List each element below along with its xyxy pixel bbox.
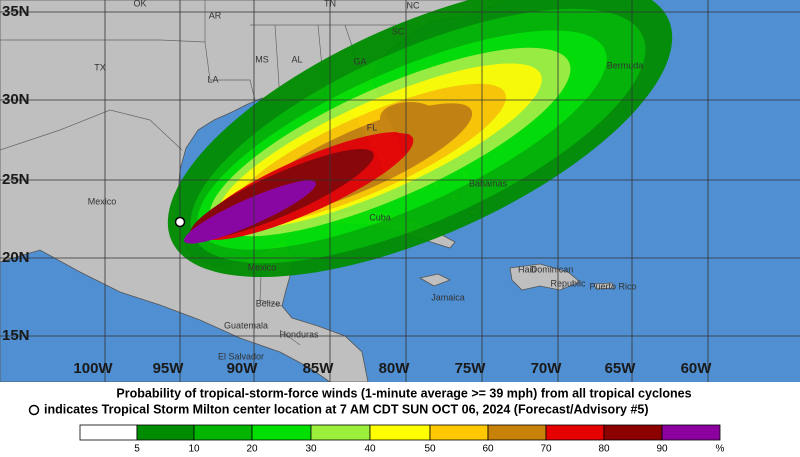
place-label: Mexico xyxy=(88,196,117,206)
lon-label: 100W xyxy=(73,360,113,377)
legend-label: 50 xyxy=(424,444,436,452)
lat-label: 15N xyxy=(2,327,30,344)
legend-label: 20 xyxy=(246,444,258,452)
place-label: MS xyxy=(255,54,269,64)
place-label: Dominican xyxy=(531,264,574,274)
legend-label: 80 xyxy=(598,444,610,452)
place-label: LA xyxy=(207,74,218,84)
lon-label: 60W xyxy=(681,360,713,377)
storm-center xyxy=(174,216,186,228)
caption-line1: Probability of tropical-storm-force wind… xyxy=(116,386,691,400)
place-labels: 35N 30N 25N 20N 15N 100W 95W 90W 85W 80W 75W 70W 65W… xyxy=(2,0,712,377)
legend-label: 90 xyxy=(656,444,668,452)
place-label: El Salvador xyxy=(218,351,264,361)
place-label: Honduras xyxy=(279,329,319,339)
lon-label: 75W xyxy=(455,360,487,377)
place-label: Bahamas xyxy=(469,178,508,188)
lat-label: 30N xyxy=(2,91,30,108)
place-label: AR xyxy=(209,10,222,20)
place-label: FL xyxy=(367,122,378,132)
legend-swatch xyxy=(603,424,663,441)
lon-label: 90W xyxy=(227,360,259,377)
probability-band xyxy=(184,180,316,244)
legend-swatch xyxy=(79,424,138,441)
pacific xyxy=(0,249,331,382)
lat-label: 35N xyxy=(2,3,30,20)
hispaniola xyxy=(509,263,581,291)
lon-label: 70W xyxy=(531,360,563,377)
legend-label: 60 xyxy=(482,444,494,452)
place-label: Guatemala xyxy=(224,320,268,330)
legend: 5 10 20 30 40 50 60 70 80 90% xyxy=(79,424,725,455)
map: 35N 30N 25N 20N 15N 100W 95W 90W 85W 80W 75W 70W 65W… xyxy=(0,0,800,382)
legend-label: 10 xyxy=(188,444,200,452)
probability-band xyxy=(380,102,440,134)
lat-label: 20N xyxy=(2,249,30,266)
legend-label: 40 xyxy=(364,444,376,452)
place-label: Bermuda xyxy=(607,60,644,70)
lon-label: 95W xyxy=(153,360,185,377)
place-label: TX xyxy=(94,62,106,72)
center-symbol xyxy=(28,404,40,416)
lat-label: 25N xyxy=(2,171,30,188)
legend-label: 30 xyxy=(305,444,317,452)
place-label: NC xyxy=(407,0,420,10)
legend-swatch xyxy=(545,424,605,441)
place-label: Cuba xyxy=(369,212,391,222)
place-label: Puerto Rico xyxy=(589,281,636,291)
caption-line2: indicates Tropical Storm Milton center l… xyxy=(44,402,649,416)
place-label: SC xyxy=(392,26,405,36)
graticule xyxy=(0,0,800,382)
place-label: Haiti xyxy=(518,264,536,274)
place-label: AL xyxy=(291,54,302,64)
probability-swath xyxy=(167,0,673,278)
legend-swatch xyxy=(429,424,489,441)
place-label: GA xyxy=(353,56,366,66)
legend-swatch xyxy=(487,424,547,441)
legend-swatch xyxy=(310,424,371,441)
lon-label: 80W xyxy=(379,360,411,377)
place-label: TN xyxy=(324,0,336,8)
jamaica xyxy=(418,273,451,287)
place-label: Jamaica xyxy=(431,292,465,302)
lon-label: 85W xyxy=(303,360,335,377)
puerto-rico xyxy=(593,282,615,290)
legend-label: 70 xyxy=(540,444,552,452)
legend-swatch xyxy=(136,424,195,441)
place-label: Republic xyxy=(550,278,586,288)
legend-label: % xyxy=(716,444,725,452)
place-label: Belize xyxy=(256,298,281,308)
legend-swatch xyxy=(661,424,721,441)
legend-swatch xyxy=(369,424,431,441)
legend-swatch xyxy=(193,424,253,441)
place-label: Mexico xyxy=(248,262,277,272)
lon-label: 65W xyxy=(605,360,637,377)
legend-swatch xyxy=(251,424,312,441)
legend-label: 5 xyxy=(134,444,140,452)
place-label: OK xyxy=(133,0,146,8)
